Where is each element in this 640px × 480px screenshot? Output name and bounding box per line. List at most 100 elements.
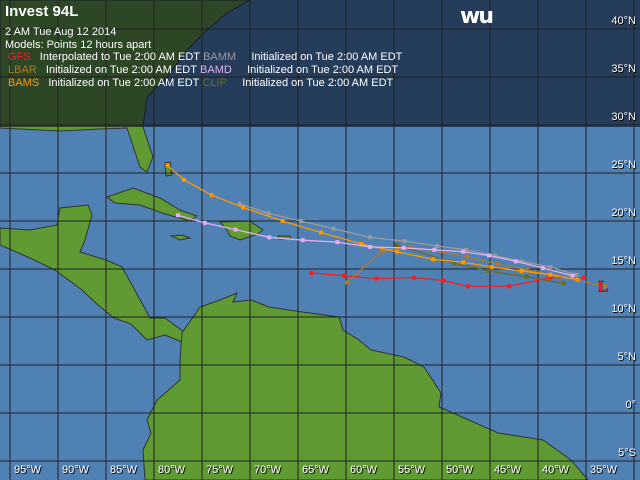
track-point [574, 272, 579, 277]
track-point [298, 219, 303, 223]
legend-model-clip: CLIP [202, 77, 227, 89]
track-bamm [237, 201, 579, 277]
longitude-label: 40°W [542, 464, 570, 476]
track-point [461, 249, 466, 254]
legend-text-bamd: Initialized on Tue 2:00 AM EDT [247, 64, 399, 76]
legend-model-bamm: BAMM [203, 51, 237, 63]
latitude-label: 30°N [611, 111, 636, 123]
track-point [548, 265, 553, 270]
track-point [202, 220, 207, 225]
track-bamd [176, 213, 575, 278]
header-overlay [0, 0, 640, 127]
track-point [237, 201, 242, 206]
track-line [167, 164, 578, 281]
south-america [142, 292, 589, 480]
track-point [548, 272, 553, 277]
track-point [342, 273, 347, 278]
track-point [561, 281, 566, 286]
longitude-label: 70°W [254, 464, 282, 476]
track-point [570, 273, 575, 278]
latitude-label: 15°N [611, 255, 636, 267]
track-point [408, 244, 413, 249]
track-point [525, 267, 530, 272]
track-point [280, 219, 285, 223]
track-point [486, 268, 491, 273]
track-gfs [309, 270, 587, 289]
longitude-label: 45°W [494, 464, 522, 476]
legend-model-bamd: BAMD [200, 64, 232, 76]
track-point [524, 274, 529, 279]
legend-text-bams: Initialized on Tue 2:00 AM EDT [48, 77, 200, 89]
latitude-label: 40°N [611, 15, 636, 27]
track-point [465, 284, 470, 289]
track-point [603, 284, 608, 289]
longitude-label: 60°W [350, 464, 378, 476]
track-line [239, 203, 577, 276]
track-point [492, 253, 497, 258]
longitude-label: 75°W [206, 464, 234, 476]
legend-row: BAMS Initialized on Tue 2:00 AM EDT CLIP… [8, 77, 393, 89]
longitude-label: 35°W [590, 464, 618, 476]
track-point [309, 270, 314, 275]
track-point [374, 276, 379, 281]
track-point [401, 245, 406, 250]
legend-text-lbar: Initialized on Tue 2:00 AM EDT [45, 64, 197, 76]
longitude-label: 85°W [110, 464, 138, 476]
track-point [489, 265, 494, 270]
date-line: 2 AM Tue Aug 12 2014 [5, 26, 117, 38]
longitude-label: 50°W [446, 464, 474, 476]
track-point [319, 230, 324, 235]
latitude-label: 25°N [611, 159, 636, 171]
track-point [464, 247, 468, 252]
legend-text-clip: Initialized on Tue 2:00 AM EDT [242, 77, 394, 89]
track-point [464, 254, 469, 259]
latitude-label: 35°N [611, 63, 636, 75]
track-point [368, 244, 372, 249]
track-point [359, 242, 364, 247]
track-point [233, 227, 238, 232]
legend-model-bams: BAMS [8, 77, 40, 89]
track-point [176, 213, 180, 218]
storm-low-symbol: L [598, 278, 609, 295]
track-line [177, 214, 573, 277]
track-point [507, 284, 512, 289]
latitude-label: 20°N [611, 207, 636, 219]
forecast-tracks [165, 163, 608, 289]
track-point [540, 266, 545, 271]
legend-model-lbar: LBAR [8, 64, 37, 76]
track-point [300, 238, 305, 243]
track-point [487, 253, 492, 258]
track-point [394, 249, 399, 254]
track-bams [165, 163, 580, 282]
legend-text-gfs: Interpolated to Tue 2:00 AM EDT [39, 51, 201, 63]
track-point [440, 278, 445, 283]
track-point [331, 226, 336, 231]
track-point [495, 262, 500, 267]
legend-row: GFS Interpolated to Tue 2:00 AM EDT BAMM… [8, 51, 402, 63]
track-point [431, 257, 436, 262]
jamaica [169, 234, 192, 241]
track-point [548, 275, 553, 280]
cuba [105, 187, 199, 222]
track-point [380, 248, 385, 253]
track-point [344, 280, 349, 285]
central-america [0, 204, 185, 343]
legend-model-gfs: GFS [8, 51, 31, 63]
track-point [181, 177, 186, 182]
track-point [165, 163, 170, 168]
latitude-label: 5°N [617, 351, 636, 363]
longitude-label: 95°W [14, 464, 42, 476]
latitude-label: 0° [625, 399, 636, 411]
track-point [267, 235, 272, 240]
track-point [461, 260, 466, 265]
storm-title: Invest 94L [5, 3, 79, 20]
track-point [394, 243, 399, 247]
longitude-label: 65°W [302, 464, 330, 476]
track-point [266, 211, 271, 216]
longitude-label: 80°W [158, 464, 186, 476]
longitude-label: 55°W [398, 464, 426, 476]
track-point [335, 240, 340, 245]
longitude-label: 90°W [62, 464, 90, 476]
